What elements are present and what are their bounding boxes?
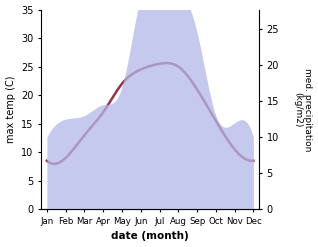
- Y-axis label: max temp (C): max temp (C): [5, 76, 16, 143]
- X-axis label: date (month): date (month): [111, 231, 189, 242]
- Y-axis label: med. precipitation
(kg/m2): med. precipitation (kg/m2): [293, 68, 313, 151]
